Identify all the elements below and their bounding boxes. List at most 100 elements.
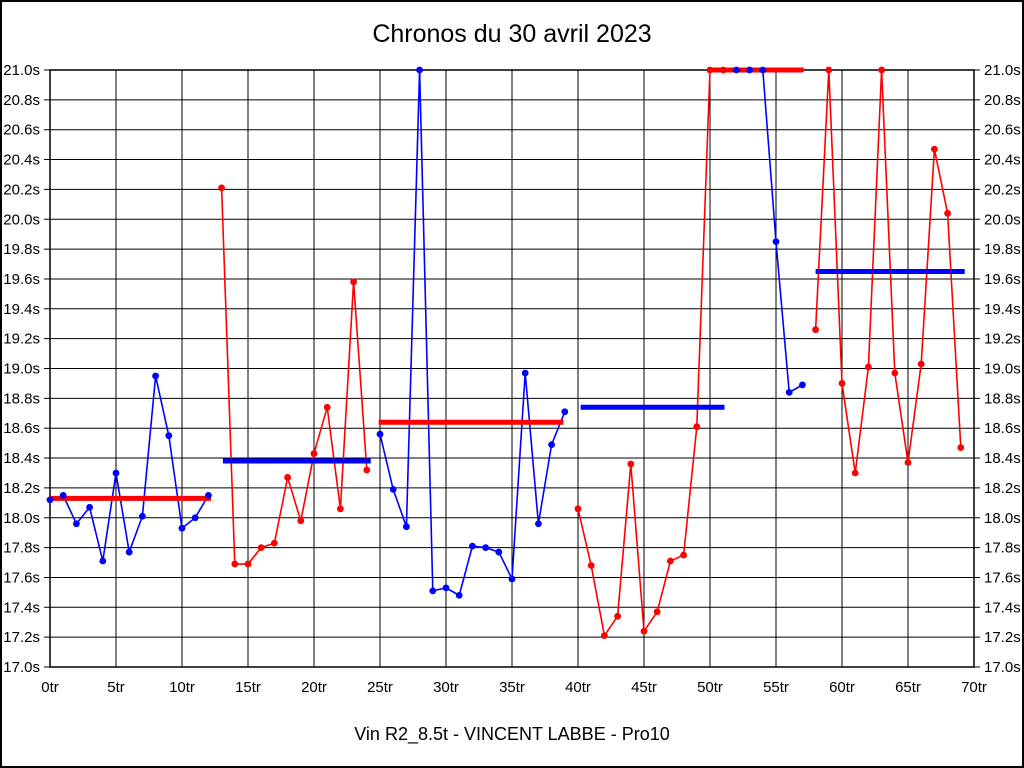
data-point-run-1 <box>165 432 173 440</box>
data-point-run-1 <box>73 520 80 528</box>
data-point-run-3 <box>455 591 463 599</box>
data-point-run-5 <box>759 66 767 74</box>
data-point-run-2 <box>257 544 265 551</box>
x-axis-tick-label: 65tr <box>895 679 921 696</box>
data-point-run-2 <box>231 560 239 568</box>
y-axis-tick-label-left: 17.4s <box>3 599 40 616</box>
series-line-run-5 <box>736 69 803 394</box>
data-point-run-3 <box>429 587 437 595</box>
data-point-run-4 <box>614 612 621 620</box>
x-axis-tick-label: 30tr <box>433 679 459 696</box>
y-axis-tick-label-left: 19.6s <box>3 271 40 288</box>
data-point-run-2 <box>297 517 305 525</box>
data-point-run-6 <box>931 145 938 153</box>
y-axis-tick-label-left: 19.4s <box>3 301 40 318</box>
plot-frame <box>49 69 975 668</box>
y-axis-tick-label-left: 18.8s <box>3 390 40 407</box>
x-axis-tick-label: 45tr <box>631 679 657 696</box>
x-axis-tick-label: 25tr <box>367 679 393 696</box>
data-point-run-1 <box>86 503 93 511</box>
data-point-run-3 <box>469 542 476 550</box>
data-point-run-4 <box>640 627 648 635</box>
y-axis-tick-label-left: 19.8s <box>3 241 40 258</box>
data-point-run-2 <box>271 539 278 547</box>
data-point-run-4 <box>693 423 701 431</box>
data-point-run-3 <box>416 66 423 74</box>
data-point-run-4 <box>653 608 661 616</box>
y-axis-tick-label-right: 18.4s <box>984 450 1021 467</box>
series-line-run-2 <box>220 187 368 565</box>
data-point-run-3 <box>548 441 555 449</box>
data-point-run-3 <box>521 369 529 377</box>
y-axis-tick-label-left: 20.4s <box>3 152 40 169</box>
data-point-run-2 <box>363 466 371 474</box>
y-axis-tick-label-right: 18.0s <box>984 510 1021 527</box>
data-point-run-3 <box>403 523 410 531</box>
y-axis-tick-label-left: 18.0s <box>3 510 40 527</box>
data-point-run-4 <box>587 562 595 569</box>
y-axis-tick-label-right: 20.6s <box>984 122 1021 139</box>
data-point-run-5 <box>746 66 753 74</box>
y-axis-tick-label-right: 20.2s <box>984 181 1021 198</box>
data-point-run-4 <box>574 505 582 513</box>
x-axis-tick-label: 50tr <box>697 679 723 696</box>
data-point-run-4 <box>680 551 687 559</box>
y-axis-tick-label-right: 18.8s <box>984 390 1021 407</box>
x-axis-tick-label: 35tr <box>499 679 525 696</box>
y-axis-tick-label-left: 18.4s <box>3 450 40 467</box>
data-point-run-1 <box>99 557 107 565</box>
x-axis-tick-label: 40tr <box>565 679 591 696</box>
data-point-run-5 <box>785 388 793 396</box>
y-axis-tick-label-left: 17.2s <box>3 629 40 646</box>
data-point-run-6 <box>812 326 819 334</box>
y-axis-tick-label-left: 19.0s <box>3 361 40 378</box>
data-point-run-4 <box>627 460 635 468</box>
x-axis-tick-label: 60tr <box>829 679 855 696</box>
series-line-run-3 <box>379 69 566 597</box>
x-axis-tick-label: 10tr <box>169 679 195 696</box>
y-axis-tick-label-right: 20.0s <box>984 211 1021 228</box>
data-point-run-2 <box>310 450 318 457</box>
data-point-run-3 <box>535 520 542 528</box>
y-axis-tick-label-left: 17.8s <box>3 540 40 557</box>
y-axis-tick-label-right: 18.6s <box>984 420 1021 437</box>
x-axis-tick-label: 20tr <box>301 679 327 696</box>
chart-title: Chronos du 30 avril 2023 <box>372 20 652 48</box>
data-point-run-1 <box>205 491 212 499</box>
data-point-run-1 <box>125 548 133 556</box>
y-axis-tick-label-left: 18.6s <box>3 420 40 437</box>
y-axis-tick-label-left: 17.0s <box>3 659 40 676</box>
y-axis-tick-label-left: 20.6s <box>3 122 40 139</box>
y-axis-tick-label-right: 19.6s <box>984 271 1021 288</box>
data-point-run-5 <box>772 238 780 246</box>
y-axis-tick-label-left: 20.8s <box>3 92 40 109</box>
data-point-run-5 <box>799 381 806 389</box>
y-axis-tick-label-right: 19.4s <box>984 301 1021 318</box>
y-axis-tick-label-left: 21.0s <box>3 62 40 79</box>
data-point-run-2 <box>337 505 344 513</box>
data-point-run-1 <box>191 514 199 522</box>
data-point-run-6 <box>957 444 965 452</box>
data-point-run-6 <box>917 360 925 368</box>
data-point-run-3 <box>389 485 397 493</box>
data-point-run-1 <box>152 372 160 380</box>
x-axis-tick-label: 5tr <box>107 679 125 696</box>
y-axis-tick-label-left: 19.2s <box>3 331 40 348</box>
data-point-run-3 <box>442 584 450 592</box>
y-axis-tick-label-right: 17.0s <box>984 659 1021 676</box>
y-axis-tick-label-right: 19.0s <box>984 361 1021 378</box>
data-point-run-4 <box>667 557 674 565</box>
data-point-run-3 <box>561 408 569 416</box>
series-line-run-6 <box>814 69 962 474</box>
y-axis-tick-label-right: 20.8s <box>984 92 1021 109</box>
series-line-run-1 <box>49 375 210 562</box>
data-point-run-6 <box>825 66 833 74</box>
data-point-run-6 <box>851 469 859 477</box>
data-point-run-6 <box>838 380 846 387</box>
y-axis-tick-label-left: 17.6s <box>3 569 40 586</box>
y-axis-tick-label-left: 20.0s <box>3 211 40 228</box>
y-axis-tick-label-right: 21.0s <box>984 62 1021 79</box>
data-point-run-3 <box>508 575 516 583</box>
data-point-run-1 <box>178 524 186 532</box>
